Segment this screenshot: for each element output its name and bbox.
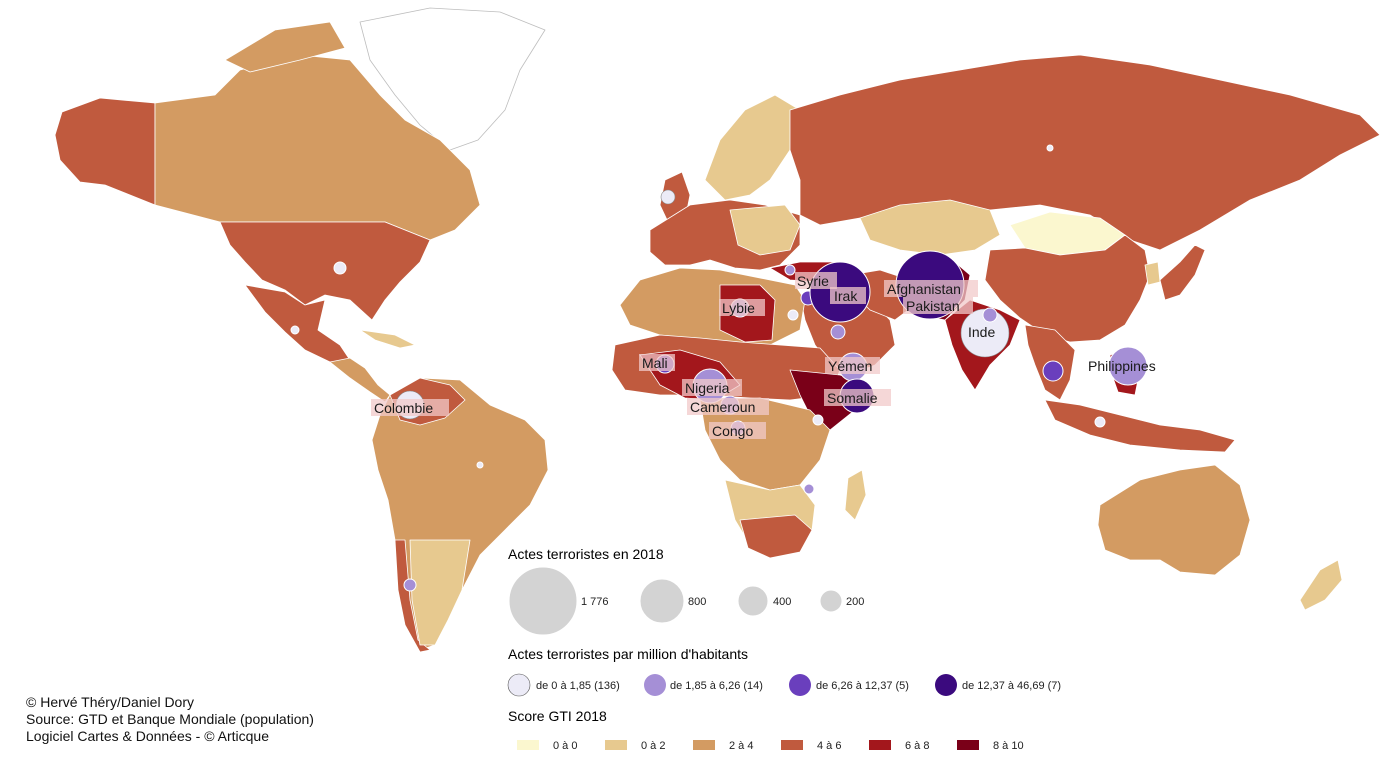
legend-gti-label-4-6: 4 à 6 bbox=[817, 740, 841, 752]
label-somalie: Somalie bbox=[827, 390, 878, 406]
china bbox=[984, 234, 1151, 343]
label-colombie: Colombie bbox=[374, 400, 433, 416]
southern-cone bbox=[409, 539, 471, 646]
legend-rate-title: Actes terroristes par million d'habitant… bbox=[508, 646, 748, 662]
legend-rate-swatch-1 bbox=[507, 673, 531, 697]
madagascar bbox=[844, 469, 867, 521]
bubble-usa bbox=[333, 261, 347, 275]
label-cameroun: Cameroun bbox=[690, 399, 755, 415]
legend-rate-label-4: de 12,37 à 46,69 (7) bbox=[962, 680, 1061, 692]
bubble-saudi bbox=[830, 324, 846, 340]
label-syrie: Syrie bbox=[797, 273, 829, 289]
greenland bbox=[359, 7, 546, 151]
japan bbox=[1159, 244, 1206, 301]
legend-gti-label-0-0: 0 à 0 bbox=[553, 740, 577, 752]
bubble-egypt bbox=[787, 309, 799, 321]
legend-rate-label-2: de 1,85 à 6,26 (14) bbox=[670, 680, 763, 692]
legend-rate-swatch-2 bbox=[644, 674, 666, 696]
legend-size-label-200: 200 bbox=[846, 596, 864, 608]
australia bbox=[1097, 464, 1251, 576]
credits: © Hervé Théry/Daniel Dory Source: GTD et… bbox=[26, 694, 314, 745]
legend-gti-label-0-2: 0 à 2 bbox=[641, 740, 665, 752]
legend-size-circle-1776 bbox=[508, 566, 578, 636]
new-zealand bbox=[1299, 559, 1343, 611]
central-america bbox=[329, 357, 391, 403]
legend-size-circle-200 bbox=[819, 589, 843, 613]
legend-gti-swatch-4-6 bbox=[781, 740, 803, 750]
label-afghanistan: Afghanistan bbox=[887, 281, 961, 297]
bubble-chile bbox=[403, 578, 417, 592]
canada-islands bbox=[224, 21, 346, 73]
bubble-thailand bbox=[1042, 360, 1064, 382]
label-nigeria: Nigeria bbox=[685, 380, 730, 396]
chile bbox=[394, 539, 431, 653]
scandinavia bbox=[704, 94, 801, 201]
label-libye: Lybie bbox=[722, 300, 755, 316]
usa bbox=[219, 221, 431, 321]
legend-rate-swatch-4 bbox=[935, 674, 957, 696]
legend-gti-swatch-0-2 bbox=[605, 740, 627, 750]
legend-gti-label-6-8: 6 à 8 bbox=[905, 740, 929, 752]
kazakhstan bbox=[859, 199, 1001, 256]
credits-line-2: Source: GTD et Banque Mondiale (populati… bbox=[26, 711, 314, 727]
label-yemen: Yémen bbox=[828, 358, 872, 374]
credits-line-1: © Hervé Théry/Daniel Dory bbox=[26, 694, 194, 710]
legend-size-label-800: 800 bbox=[688, 596, 706, 608]
north-africa bbox=[619, 267, 806, 346]
indonesia bbox=[1044, 399, 1236, 453]
legend-gti-swatch-8-10 bbox=[957, 740, 979, 750]
label-congo: Congo bbox=[712, 423, 753, 439]
bubble-turkey bbox=[784, 264, 796, 276]
legend-gti-swatch-0-0 bbox=[517, 740, 539, 750]
bubble-bangladesh bbox=[982, 307, 998, 323]
label-pakistan: Pakistan bbox=[906, 298, 960, 314]
legend-gti-label-8-10: 8 à 10 bbox=[993, 740, 1024, 752]
label-philippines: Philippines bbox=[1088, 358, 1156, 374]
label-irak: Irak bbox=[834, 288, 858, 304]
legend-size-label-400: 400 bbox=[773, 596, 791, 608]
bubble-uk bbox=[660, 189, 676, 205]
caribbean bbox=[359, 329, 416, 349]
alaska bbox=[54, 97, 156, 206]
central-europe bbox=[729, 204, 801, 256]
legend-size-circle-800 bbox=[639, 578, 685, 624]
legend-size-title: Actes terroristes en 2018 bbox=[508, 546, 664, 562]
bubble-india bbox=[960, 308, 1010, 358]
legend-gti-swatch-6-8 bbox=[869, 740, 891, 750]
south-africa bbox=[739, 514, 813, 559]
legend-size-label-1776: 1 776 bbox=[581, 596, 609, 608]
bubble-kenya bbox=[812, 414, 824, 426]
legend-gti-label-2-4: 2 à 4 bbox=[729, 740, 753, 752]
bubble-mexico bbox=[290, 325, 300, 335]
legend-gti-swatch-2-4 bbox=[693, 740, 715, 750]
bubble-russia bbox=[1046, 144, 1054, 152]
legend-rate-label-1: de 0 à 1,85 (136) bbox=[536, 680, 620, 692]
legend-size-circle-400 bbox=[737, 585, 769, 617]
legend-gti-title: Score GTI 2018 bbox=[508, 708, 607, 724]
bubble-brazil bbox=[476, 461, 484, 469]
mexico bbox=[244, 284, 351, 363]
legend-rate-label-3: de 6,26 à 12,37 (5) bbox=[816, 680, 909, 692]
bubble-mozambique bbox=[803, 483, 815, 495]
label-mali: Mali bbox=[642, 355, 668, 371]
label-inde: Inde bbox=[968, 324, 995, 340]
bubble-philippines bbox=[1108, 346, 1148, 386]
legend-rate-swatch-3 bbox=[789, 674, 811, 696]
bubble-indonesia bbox=[1094, 416, 1106, 428]
korea bbox=[1144, 261, 1161, 286]
credits-line-3: Logiciel Cartes & Données - © Articque bbox=[26, 728, 269, 744]
